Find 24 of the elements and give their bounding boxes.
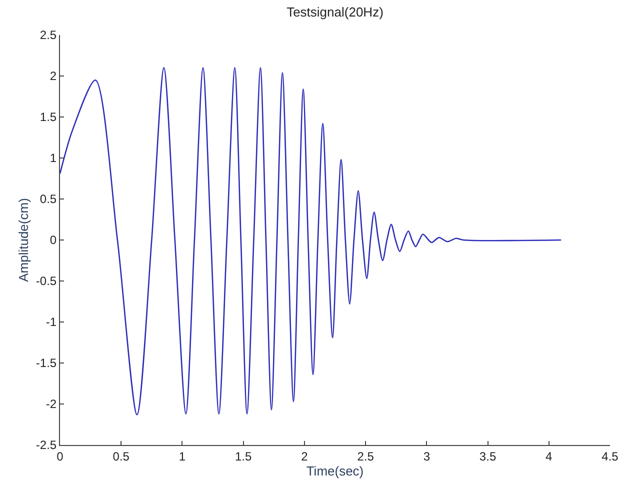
y-tick-label: 2.5 bbox=[40, 28, 57, 42]
x-tick-label: 3.5 bbox=[479, 449, 496, 464]
x-tick-label: 0.5 bbox=[112, 449, 130, 464]
x-tick-label: 3 bbox=[423, 449, 430, 464]
x-tick-label: 4 bbox=[546, 449, 553, 464]
chart-title: Testsignal(20Hz) bbox=[286, 4, 384, 20]
x-tick-label: 2 bbox=[301, 449, 308, 464]
y-tick-label: 1 bbox=[50, 151, 57, 166]
y-tick-label: -0.5 bbox=[36, 274, 57, 288]
x-axis-title: Time(sec) bbox=[306, 463, 364, 478]
y-tick-label: 1.5 bbox=[40, 110, 57, 124]
y-tick-label: 0 bbox=[50, 233, 57, 248]
y-tick-label: 0.5 bbox=[40, 192, 57, 206]
y-axis-title: Amplitude(cm) bbox=[16, 198, 31, 282]
y-tick-label: -1.5 bbox=[36, 356, 57, 370]
x-tick-label: 1 bbox=[178, 449, 186, 464]
y-tick-label: -1 bbox=[46, 315, 57, 330]
y-tick-label: 2 bbox=[50, 69, 57, 84]
x-tick-label: 4.5 bbox=[602, 449, 619, 464]
line-series bbox=[60, 67, 562, 416]
y-tick-label: -2 bbox=[46, 397, 57, 412]
x-tick-label: 2.5 bbox=[357, 449, 374, 464]
x-tick-label: 1.5 bbox=[234, 449, 252, 464]
y-tick-label: -2.5 bbox=[36, 438, 57, 452]
